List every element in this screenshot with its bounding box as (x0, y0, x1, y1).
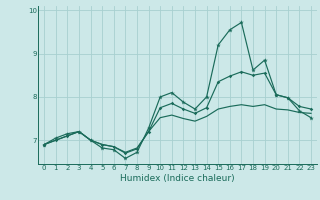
X-axis label: Humidex (Indice chaleur): Humidex (Indice chaleur) (120, 174, 235, 183)
